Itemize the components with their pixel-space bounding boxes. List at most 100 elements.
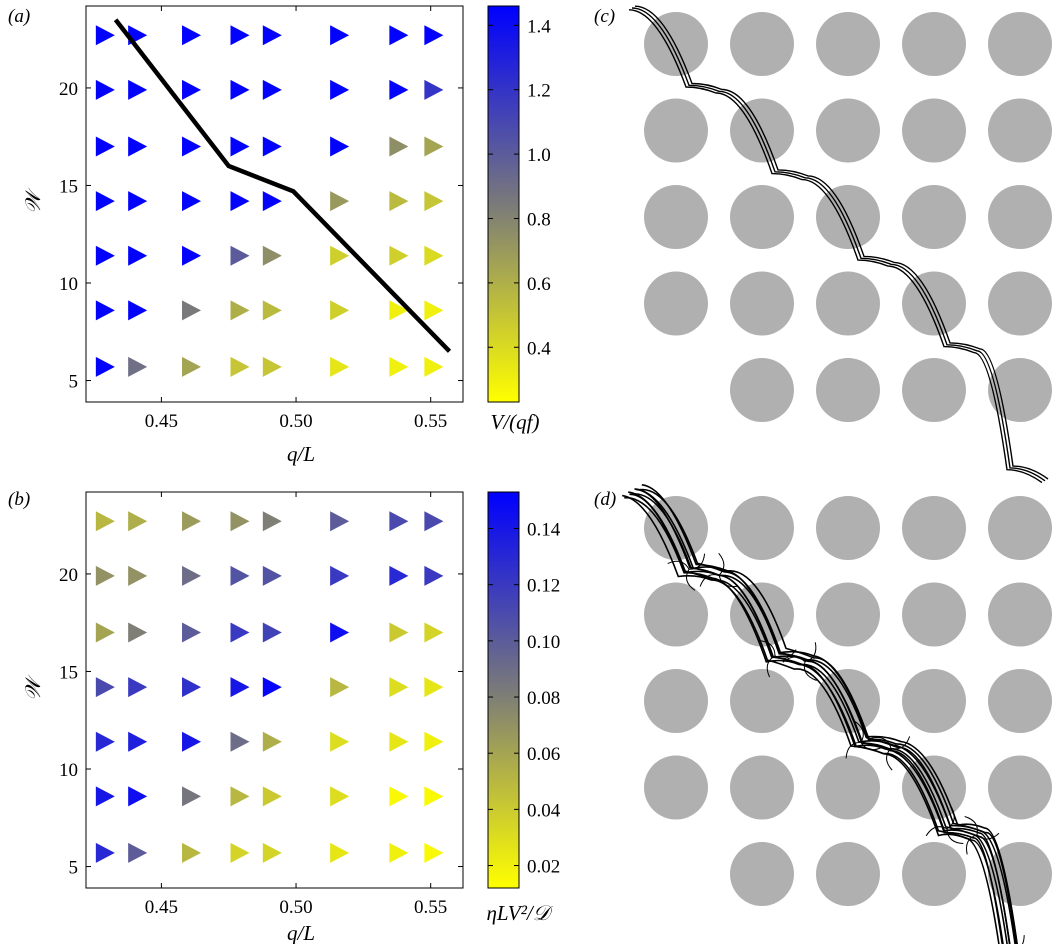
obstacle-circle <box>902 98 966 163</box>
colorbar-tick-label: 0.06 <box>527 744 560 765</box>
y-tick-label: 10 <box>59 274 78 295</box>
data-marker <box>389 245 409 266</box>
obstacle-circle <box>816 755 880 820</box>
y-tick-label: 10 <box>59 760 78 781</box>
data-marker <box>182 622 202 643</box>
obstacle-array-c <box>644 12 1052 422</box>
filament-strand <box>886 747 893 771</box>
data-marker <box>182 565 202 586</box>
colorbar-b <box>487 491 520 889</box>
data-marker <box>262 79 282 100</box>
data-marker <box>128 245 148 266</box>
y-ticks-b: 5 10 15 20 <box>59 565 463 879</box>
data-marker <box>330 622 350 643</box>
y-tick-label: 5 <box>69 858 79 879</box>
obstacle-circle <box>644 669 708 733</box>
data-marker <box>230 731 250 752</box>
data-marker <box>182 245 202 266</box>
filament-strand <box>964 816 978 835</box>
obstacle-circle <box>730 185 794 249</box>
data-marker <box>424 136 444 157</box>
filament-strand <box>946 806 955 830</box>
data-marker <box>424 511 444 532</box>
data-marker <box>330 356 350 377</box>
data-marker <box>182 300 202 321</box>
obstacle-circle <box>902 669 966 733</box>
colorbar-tick-label: 1.0 <box>527 145 551 166</box>
filament-strand <box>854 720 864 743</box>
data-marker <box>262 245 282 266</box>
obstacle-circle <box>644 271 708 336</box>
y-tick-label: 5 <box>69 372 79 393</box>
data-marker <box>330 245 350 266</box>
data-marker <box>182 511 202 532</box>
obstacle-circle <box>988 496 1052 560</box>
data-marker <box>182 842 202 863</box>
data-marker <box>95 731 115 752</box>
filament-strand <box>641 484 1018 944</box>
obstacle-circle <box>902 582 966 647</box>
data-marker <box>330 25 350 46</box>
data-marker <box>95 136 115 157</box>
data-marker <box>389 25 409 46</box>
y-axis-label-b: 𝒲 <box>21 674 45 701</box>
obstacle-circle <box>988 669 1052 733</box>
data-marker <box>230 25 250 46</box>
panel-label-c: (c) <box>594 6 615 27</box>
obstacle-circle <box>730 271 794 336</box>
obstacle-circle <box>816 496 880 560</box>
colorbar-tick-label: 0.04 <box>527 800 561 821</box>
data-marker <box>182 25 202 46</box>
data-marker <box>182 677 202 698</box>
data-marker <box>389 731 409 752</box>
data-marker <box>262 677 282 698</box>
data-marker <box>230 677 250 698</box>
data-marker <box>128 511 148 532</box>
y-tick-label: 20 <box>59 79 78 100</box>
filament-strand <box>631 7 1046 482</box>
y-axis-label-a: 𝒲 <box>21 187 45 214</box>
filament-strand <box>976 832 1000 840</box>
filament-strand <box>634 5 1049 480</box>
filament-strand <box>667 560 690 570</box>
obstacle-circle <box>730 669 794 733</box>
obstacle-circle <box>902 185 966 249</box>
data-marker <box>262 356 282 377</box>
data-marker <box>389 300 409 321</box>
data-marker <box>95 677 115 698</box>
data-marker <box>424 731 444 752</box>
obstacle-circle <box>644 98 708 163</box>
colorbar-a <box>487 5 520 403</box>
data-marker <box>389 677 409 698</box>
obstacle-array-d <box>644 496 1052 906</box>
data-marker <box>330 511 350 532</box>
data-marker <box>182 786 202 807</box>
data-marker <box>330 565 350 586</box>
data-marker <box>424 842 444 863</box>
x-tick-label: 0.50 <box>279 897 312 918</box>
data-marker <box>389 356 409 377</box>
data-marker <box>230 136 250 157</box>
colorbar-tick-label: 0.12 <box>527 576 560 597</box>
obstacle-circle <box>730 12 794 76</box>
data-marker <box>262 565 282 586</box>
data-marker <box>95 79 115 100</box>
panel-a: (a) 0.45 0.50 0.55 5 10 15 20 q/L 𝒲 0.4 0.6 0.8… <box>8 5 551 466</box>
obstacle-circle <box>988 271 1052 336</box>
data-marker <box>95 786 115 807</box>
data-marker <box>389 191 409 212</box>
data-marker <box>262 622 282 643</box>
data-marker <box>95 300 115 321</box>
panel-d: (d) <box>594 484 1052 944</box>
boundary-line <box>113 18 452 353</box>
data-marker <box>330 786 350 807</box>
data-marker <box>95 842 115 863</box>
data-marker <box>262 136 282 157</box>
data-marker <box>95 356 115 377</box>
y-ticks-a: 5 10 15 20 <box>59 79 463 393</box>
markers-b <box>95 511 444 863</box>
data-marker <box>95 245 115 266</box>
data-marker <box>262 731 282 752</box>
data-marker <box>424 622 444 643</box>
